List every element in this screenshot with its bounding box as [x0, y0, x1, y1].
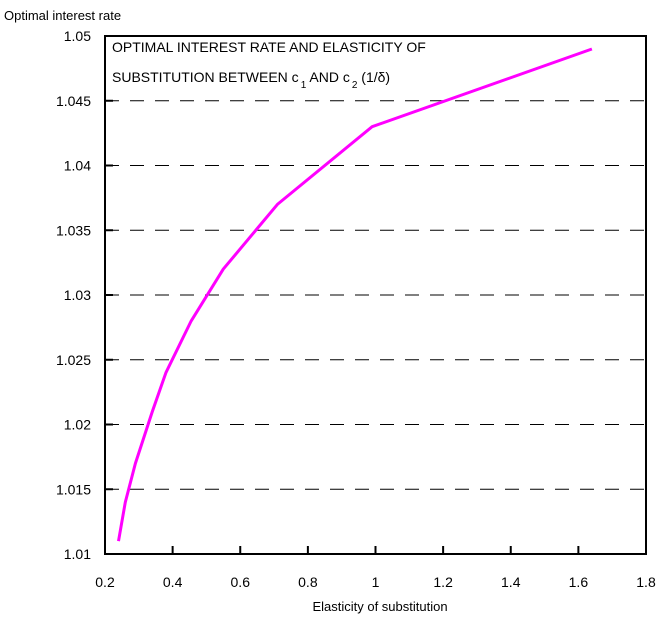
- x-tick-label: 0.6: [231, 574, 251, 590]
- y-tick-label: 1.05: [64, 28, 91, 44]
- y-tick-label: 1.035: [56, 222, 91, 238]
- grid: [105, 101, 646, 490]
- title-segment: SUBSTITUTION BETWEEN c: [112, 69, 299, 85]
- y-tick-label: 1.04: [64, 158, 91, 174]
- x-tick-label: 0.2: [95, 574, 115, 590]
- y-tick-label: 1.02: [64, 417, 91, 433]
- chart-title-line-1: OPTIMAL INTEREST RATE AND ELASTICITY OF: [112, 39, 426, 55]
- x-tick-label: 0.4: [163, 574, 183, 590]
- chart-title-line-2: SUBSTITUTION BETWEEN c1 AND c2 (1/δ): [112, 69, 390, 91]
- y-axis-label: Optimal interest rate: [4, 8, 121, 23]
- y-tick-label: 1.01: [64, 546, 91, 562]
- y-tick-label: 1.03: [64, 287, 91, 303]
- y-tick-label: 1.025: [56, 352, 91, 368]
- y-tick-label: 1.015: [56, 481, 91, 497]
- x-tick-label: 1.4: [501, 574, 521, 590]
- x-tick-label: 1.2: [433, 574, 453, 590]
- x-axis-label: Elasticity of substitution: [312, 599, 447, 614]
- title-segment: (1/δ): [357, 69, 390, 85]
- title-segment: AND c: [306, 69, 350, 85]
- tick-labels: 1.01 1.015 1.02 1.025 1.03 1.035 1.04 1.045 1.05…: [56, 28, 656, 590]
- x-tick-label: 0.8: [298, 574, 318, 590]
- x-tick-label: 1: [372, 574, 380, 590]
- y-tick-label: 1.045: [56, 93, 91, 109]
- x-tick-label: 1.8: [636, 574, 656, 590]
- x-tick-label: 1.6: [569, 574, 589, 590]
